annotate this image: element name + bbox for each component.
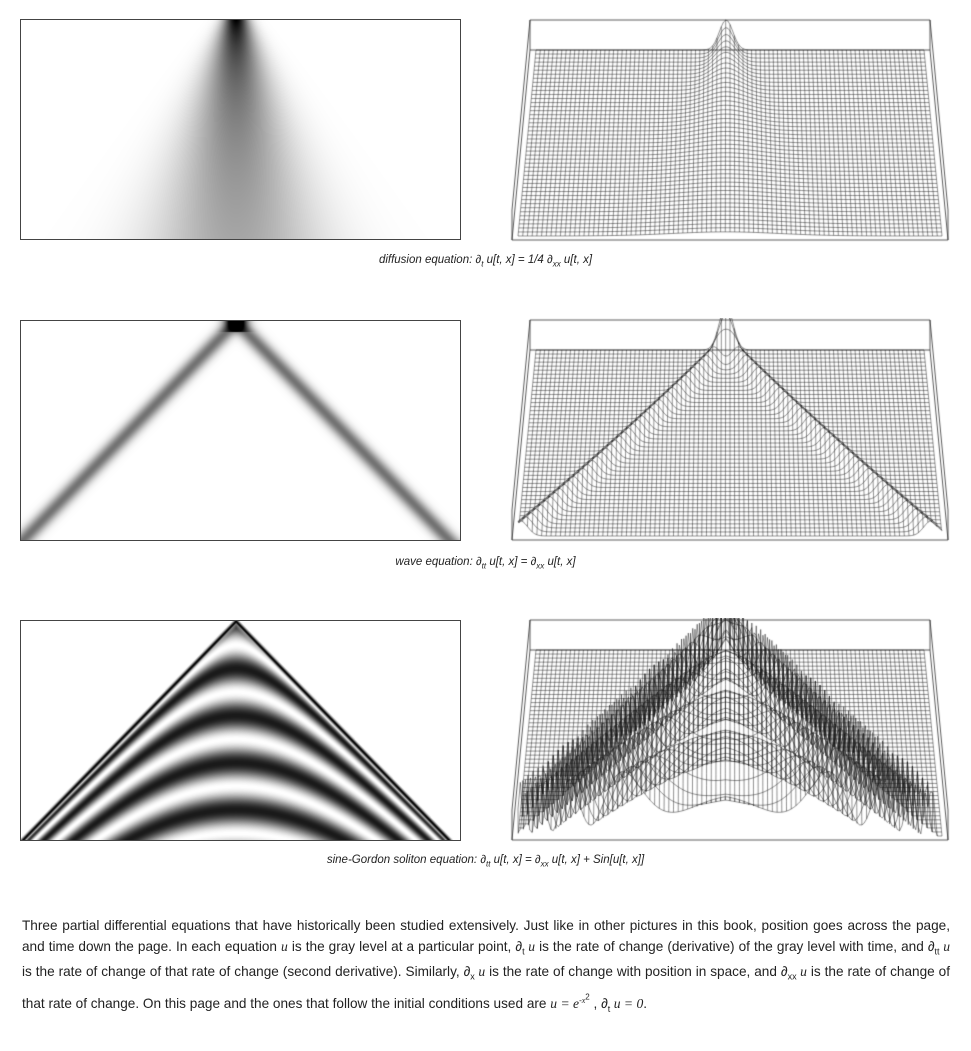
math-subscript: xx (787, 971, 797, 982)
diffusion-density-canvas (21, 20, 460, 239)
caption-subscript: xx (536, 561, 545, 571)
partial-symbol: ∂ (463, 963, 471, 979)
math-subscript: t (607, 1003, 611, 1014)
wave-surface-canvas (510, 318, 950, 546)
initial-condition: u = 0 (610, 996, 644, 1012)
caption-equation-name: diffusion equation: (378, 254, 473, 266)
math-symbol: u (281, 938, 288, 954)
math-superscript: -x (579, 995, 586, 1005)
caption-equation-name: sine-Gordon soliton equation: (326, 854, 478, 866)
wave-caption: wave equation: ∂tt u[t, x] = ∂xx u[t, x] (0, 556, 971, 570)
sine-gordon-density-canvas (21, 621, 460, 840)
figure-description: Three partial differential equations tha… (22, 916, 950, 1019)
math-subscript: t (522, 946, 525, 957)
diffusion-surface-plot (510, 18, 950, 246)
math-superscript: 2 (585, 991, 590, 1001)
math-subscript: x (470, 971, 475, 982)
diffusion-surface-canvas (510, 18, 950, 246)
description-text: is the rate of change of that rate of ch… (22, 963, 950, 1012)
math-symbol: u (524, 938, 536, 954)
caption-partial-symbol: ∂ (480, 854, 486, 866)
caption-subscript: xx (552, 259, 561, 269)
sine-gordon-surface-plot (510, 618, 950, 846)
sine-gordon-density-plot (20, 620, 461, 841)
wave-density-plot (20, 320, 461, 541)
caption-subscript: t (481, 259, 484, 269)
caption-text: u[t, x] (560, 254, 593, 266)
diffusion-density-plot (20, 19, 461, 240)
partial-symbol: ∂ (601, 996, 608, 1012)
caption-text: u[t, x] + Sin[u[t, x]] (548, 854, 645, 866)
description-text: , (589, 996, 602, 1012)
caption-subscript: tt (486, 859, 491, 869)
math-symbol: u (939, 938, 951, 954)
caption-text: u[t, x] = (490, 854, 535, 866)
description-text: . (643, 996, 648, 1012)
description-text: is the rate of change with position in s… (485, 963, 781, 979)
description-text: is the gray level at a particular point, (287, 938, 516, 954)
math-symbol: u (796, 963, 807, 979)
sine-gordon-surface-canvas (510, 618, 950, 846)
description-text: is the rate of change (derivative) of th… (535, 938, 928, 954)
wave-surface-plot (510, 318, 950, 546)
caption-partial-symbol: ∂ (547, 254, 553, 266)
description-text: is the rate of change of that rate of ch… (22, 963, 464, 979)
caption-subscript: xx (540, 859, 549, 869)
caption-subscript: tt (481, 561, 487, 571)
math-symbol: u (474, 963, 486, 979)
caption-equation-name: wave equation: (395, 556, 473, 568)
caption-partial-symbol: ∂ (475, 254, 482, 266)
wave-density-canvas (21, 321, 460, 540)
partial-symbol: ∂ (780, 963, 788, 979)
sine-gordon-caption: sine-Gordon soliton equation: ∂tt u[t, x… (0, 854, 971, 868)
caption-partial-symbol: ∂ (475, 556, 482, 568)
partial-symbol: ∂ (927, 938, 935, 954)
initial-condition: u = e (550, 996, 580, 1012)
partial-symbol: ∂ (515, 938, 523, 954)
description-text: Three partial differential equations tha… (22, 918, 950, 954)
caption-partial-symbol: ∂ (530, 556, 537, 568)
caption-partial-symbol: ∂ (534, 854, 541, 866)
caption-text: u[t, x] = 1/4 (483, 254, 548, 266)
caption-text: u[t, x] (544, 556, 576, 568)
diffusion-caption: diffusion equation: ∂t u[t, x] = 1/4 ∂xx… (0, 254, 971, 268)
caption-text: u[t, x] = (486, 556, 531, 568)
math-subscript: tt (934, 946, 940, 957)
